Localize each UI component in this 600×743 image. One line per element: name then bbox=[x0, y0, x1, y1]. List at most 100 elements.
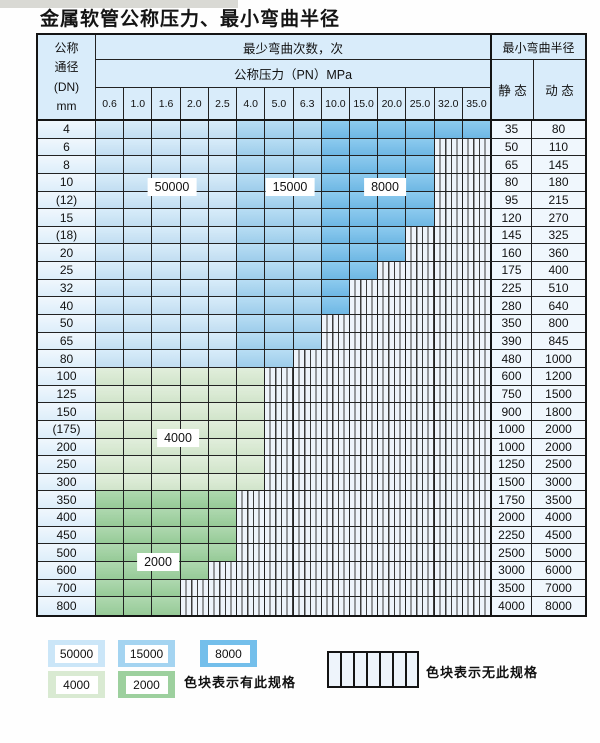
spec-cell-available bbox=[124, 438, 153, 456]
spec-cell-available bbox=[208, 403, 238, 420]
spec-cell-unavailable bbox=[462, 385, 491, 403]
zone-label: 50000 bbox=[147, 178, 197, 196]
static-value: 3500 bbox=[490, 579, 532, 597]
spec-cell-available bbox=[208, 509, 238, 526]
spec-cell-unavailable bbox=[321, 315, 350, 332]
dn-cell: 32 bbox=[38, 279, 96, 297]
spec-cell-available bbox=[237, 315, 266, 332]
spec-cell-available bbox=[208, 332, 238, 350]
spec-cell-available bbox=[208, 473, 238, 491]
spec-cell-unavailable bbox=[462, 138, 491, 156]
static-value: 390 bbox=[490, 332, 532, 350]
spec-area bbox=[96, 209, 491, 226]
spec-cell-available bbox=[124, 456, 153, 473]
spec-cell-available bbox=[208, 121, 238, 138]
static-value: 2000 bbox=[490, 509, 532, 526]
dn-cell: 10 bbox=[38, 173, 96, 191]
spec-cell-available bbox=[180, 332, 209, 350]
dn-cell: 8 bbox=[38, 156, 96, 173]
dynamic-value: 4500 bbox=[532, 526, 585, 544]
spec-cell-available bbox=[237, 438, 266, 456]
spec-cell-available bbox=[208, 297, 238, 315]
spec-cell-available bbox=[180, 226, 209, 244]
legend-swatch-label: 4000 bbox=[55, 675, 98, 694]
dynamic-value: 1000 bbox=[532, 350, 585, 367]
spec-cell-available bbox=[180, 350, 209, 367]
spec-cell-unavailable bbox=[293, 420, 322, 438]
spec-cell-unavailable bbox=[293, 403, 322, 420]
dn-cell: 700 bbox=[38, 579, 96, 597]
spec-cell-unavailable bbox=[462, 562, 491, 579]
spec-cell-unavailable bbox=[321, 526, 350, 544]
spec-cell-unavailable bbox=[462, 350, 491, 367]
spec-cell-available bbox=[349, 156, 379, 173]
spec-cell-available bbox=[293, 226, 322, 244]
spec-area bbox=[96, 156, 491, 173]
legend-swatch-label: 2000 bbox=[125, 675, 168, 694]
spec-cell-available bbox=[293, 121, 322, 138]
spec-cell-available bbox=[265, 297, 294, 315]
spec-cell-unavailable bbox=[293, 597, 322, 615]
zone-label: 2000 bbox=[137, 553, 179, 571]
pressure-column-header: 25.0 bbox=[406, 88, 435, 119]
spec-cell-unavailable bbox=[406, 562, 435, 579]
spec-cell-unavailable bbox=[321, 385, 350, 403]
table-row: 500 2500 5000 bbox=[38, 544, 585, 563]
spec-cell-available bbox=[208, 491, 238, 509]
spec-cell-unavailable bbox=[378, 579, 407, 597]
spec-cell-available bbox=[208, 385, 238, 403]
spec-cell-available bbox=[180, 315, 209, 332]
spec-cell-unavailable bbox=[321, 350, 350, 367]
spec-cell-unavailable bbox=[349, 597, 379, 615]
static-value: 480 bbox=[490, 350, 532, 367]
spec-cell-unavailable bbox=[349, 279, 379, 297]
spec-cell-available bbox=[293, 279, 322, 297]
spec-cell-unavailable bbox=[349, 526, 379, 544]
spec-area bbox=[96, 597, 491, 615]
dn-cell: 350 bbox=[38, 491, 96, 509]
legend-available-note: 色块表示有此规格 bbox=[184, 675, 297, 690]
spec-cell-unavailable bbox=[208, 562, 238, 579]
spec-cell-available bbox=[208, 262, 238, 279]
static-value: 2500 bbox=[490, 544, 532, 562]
spec-cell-available bbox=[237, 367, 266, 385]
legend: 色块表示有此规格 色块表示无此规格 50000 15000 8000 4000 2000 bbox=[36, 636, 587, 716]
bend-cycles-header-group: 最少弯曲次数，次 公称压力（PN）MPa 0.6 1.0 1.6 2.0 2.5 4.0 5… bbox=[96, 35, 490, 119]
spec-cell-unavailable bbox=[378, 597, 407, 615]
spec-cell-available bbox=[349, 244, 379, 262]
dn-cell: 800 bbox=[38, 597, 96, 615]
spec-cell-available bbox=[293, 244, 322, 262]
table-row: 6 50 110 bbox=[38, 138, 585, 157]
spec-cell-available bbox=[180, 562, 209, 579]
spec-cell-available bbox=[237, 332, 266, 350]
dn-cell: 400 bbox=[38, 509, 96, 526]
dynamic-value: 3500 bbox=[532, 491, 585, 509]
spec-cell-unavailable bbox=[321, 544, 350, 562]
spec-cell-unavailable bbox=[293, 367, 322, 385]
spec-cell-unavailable bbox=[462, 526, 491, 544]
spec-cell-available bbox=[265, 315, 294, 332]
spec-cell-available bbox=[96, 403, 125, 420]
spec-area bbox=[96, 456, 491, 473]
spec-cell-unavailable bbox=[434, 297, 463, 315]
spec-cell-unavailable bbox=[265, 473, 294, 491]
static-value: 900 bbox=[490, 403, 532, 420]
spec-cell-unavailable bbox=[265, 438, 294, 456]
legend-swatch-label: 8000 bbox=[207, 644, 250, 663]
spec-cell-available bbox=[321, 209, 350, 226]
spec-cell-unavailable bbox=[349, 456, 379, 473]
spec-cell-available bbox=[124, 420, 153, 438]
table-row: 150 900 1800 bbox=[38, 403, 585, 421]
spec-cell-available bbox=[124, 315, 153, 332]
spec-cell-available bbox=[152, 509, 181, 526]
table-row: 40 280 640 bbox=[38, 297, 585, 316]
spec-cell-available bbox=[152, 138, 181, 156]
spec-cell-unavailable bbox=[321, 332, 350, 350]
spec-area bbox=[96, 385, 491, 403]
static-value: 160 bbox=[490, 244, 532, 262]
spec-cell-unavailable bbox=[434, 526, 463, 544]
spec-cell-unavailable bbox=[378, 367, 407, 385]
spec-cell-available bbox=[124, 279, 153, 297]
static-value: 600 bbox=[490, 367, 532, 385]
static-value: 65 bbox=[490, 156, 532, 173]
